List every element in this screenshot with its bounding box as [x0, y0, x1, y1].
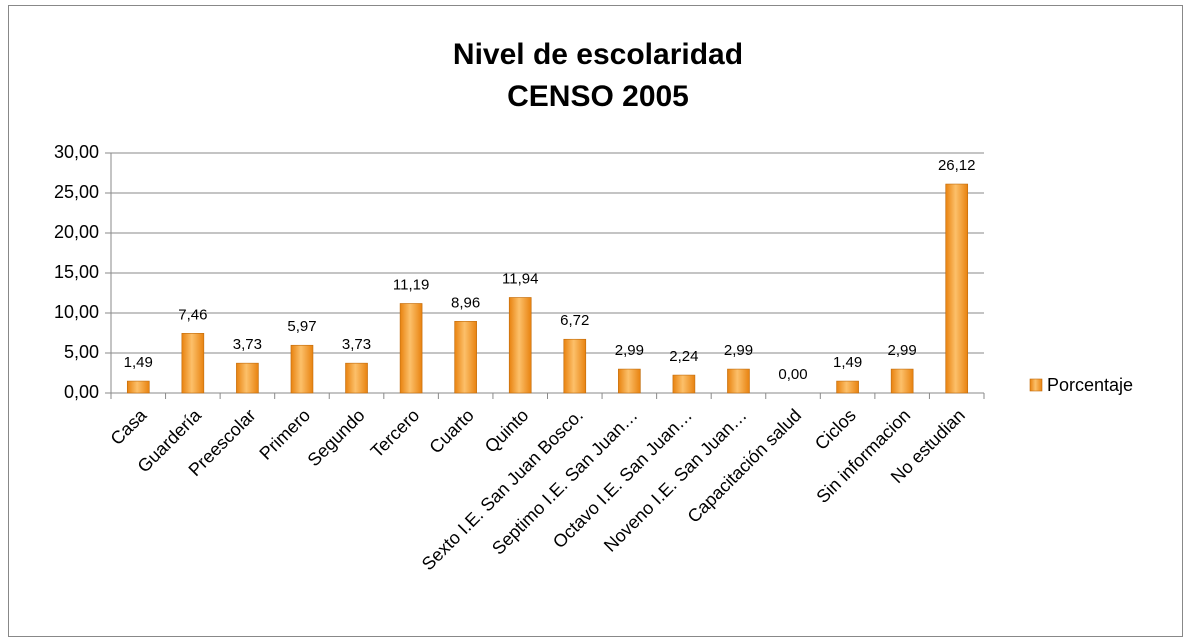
value-label: 11,94 — [502, 270, 538, 287]
bar — [508, 297, 532, 394]
y-tick-label: 30,00 — [54, 142, 99, 162]
value-label: 2,99 — [888, 342, 917, 359]
bar — [618, 368, 641, 394]
bar — [454, 321, 477, 394]
value-label: 8,96 — [451, 294, 480, 311]
value-label: 0,00 — [778, 366, 807, 383]
y-tick-label: 0,00 — [64, 382, 99, 402]
y-tick-label: 20,00 — [54, 222, 99, 242]
y-tick-label: 10,00 — [54, 302, 99, 322]
bar — [290, 344, 314, 394]
chart-subtitle: CENSO 2005 — [507, 80, 689, 113]
bar — [345, 362, 368, 394]
value-label: 2,99 — [724, 342, 753, 359]
legend-swatch — [1029, 378, 1043, 392]
bar — [727, 368, 750, 394]
value-label: 5,97 — [287, 318, 316, 335]
bar — [836, 380, 859, 394]
value-label: 3,73 — [233, 336, 262, 353]
bar — [945, 183, 969, 394]
bar — [399, 303, 423, 394]
value-label: 7,46 — [178, 306, 207, 323]
bar — [563, 338, 587, 394]
bar — [126, 380, 150, 394]
value-label: 11,19 — [393, 276, 429, 293]
bar — [236, 362, 259, 394]
y-tick-label: 15,00 — [54, 262, 99, 282]
value-label: 1,49 — [124, 354, 153, 371]
bar — [181, 333, 205, 394]
bar — [672, 374, 696, 394]
value-label: 26,12 — [938, 157, 976, 174]
value-label: 6,72 — [560, 312, 589, 329]
y-tick-label: 25,00 — [54, 182, 99, 202]
value-label: 2,24 — [669, 348, 698, 365]
value-label: 2,99 — [615, 342, 644, 359]
chart-border — [8, 5, 1183, 637]
chart-title: Nivel de escolaridad — [453, 38, 743, 71]
value-label: 1,49 — [833, 354, 862, 371]
value-label: 3,73 — [342, 336, 371, 353]
y-tick-label: 5,00 — [64, 342, 99, 362]
legend-label: Porcentaje — [1047, 375, 1133, 395]
bar — [890, 368, 914, 394]
